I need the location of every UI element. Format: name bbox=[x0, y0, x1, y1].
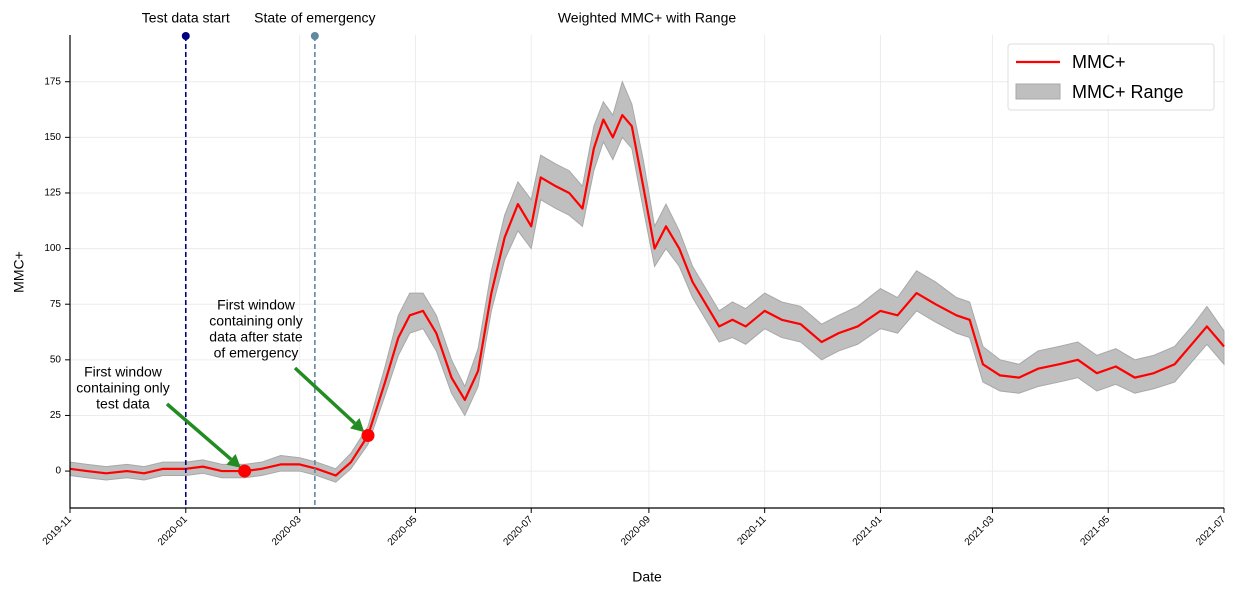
vline-label: Test data start bbox=[142, 10, 230, 26]
annotation-text: First window bbox=[84, 364, 163, 380]
y-tick-label: 175 bbox=[44, 76, 61, 87]
arrow bbox=[293, 366, 356, 425]
arrow-head bbox=[226, 454, 241, 468]
x-tick-label: 2019-11 bbox=[41, 514, 75, 548]
x-tick-label: 2020-09 bbox=[619, 514, 653, 548]
point-marker bbox=[361, 428, 375, 442]
x-axis-label: Date bbox=[632, 569, 662, 585]
x-tick-label: 2020-03 bbox=[270, 514, 304, 548]
chart-title: Weighted MMC+ with Range bbox=[558, 10, 737, 26]
vline-dot bbox=[310, 32, 319, 40]
annotation-text: test data bbox=[96, 396, 150, 412]
y-tick-label: 125 bbox=[44, 188, 61, 199]
x-tick-label: 2021-07 bbox=[1194, 514, 1228, 548]
vline-dot bbox=[181, 32, 190, 40]
y-tick-label: 100 bbox=[44, 243, 61, 254]
legend-label: MMC+ Range bbox=[1072, 82, 1184, 102]
annotation-text: First window bbox=[217, 297, 296, 313]
y-tick-label: 150 bbox=[44, 132, 61, 143]
annotation-text: of emergency bbox=[214, 345, 299, 361]
x-tick-label: 2021-01 bbox=[851, 514, 885, 548]
y-tick-label: 0 bbox=[55, 466, 61, 477]
line bbox=[69, 113, 1225, 477]
y-tick-label: 25 bbox=[50, 410, 62, 421]
y-tick-label: 75 bbox=[50, 299, 62, 310]
legend-label: MMC+ bbox=[1072, 52, 1126, 72]
y-tick-label: 50 bbox=[50, 354, 62, 365]
annotation-text: data after state bbox=[209, 329, 303, 345]
legend-swatch bbox=[1015, 83, 1061, 100]
x-tick-label: 2021-03 bbox=[963, 514, 997, 548]
y-axis-label: MMC+ bbox=[11, 251, 27, 293]
point-marker bbox=[238, 464, 252, 478]
x-tick-label: 2020-07 bbox=[501, 514, 535, 548]
x-tick-label: 2020-01 bbox=[156, 514, 190, 548]
x-tick-label: 2021-05 bbox=[1078, 514, 1112, 548]
annotation-text: containing only bbox=[76, 380, 169, 396]
vline-label: State of emergency bbox=[254, 10, 375, 26]
legend: MMC+ MMC+ Range bbox=[1007, 43, 1215, 111]
x-tick-label: 2020-05 bbox=[386, 514, 420, 548]
x-tick-label: 2020-11 bbox=[735, 514, 769, 548]
annotation-text: containing only bbox=[209, 313, 302, 329]
range-band bbox=[69, 80, 1225, 483]
arrow bbox=[165, 402, 233, 461]
arrow-head bbox=[350, 418, 365, 433]
